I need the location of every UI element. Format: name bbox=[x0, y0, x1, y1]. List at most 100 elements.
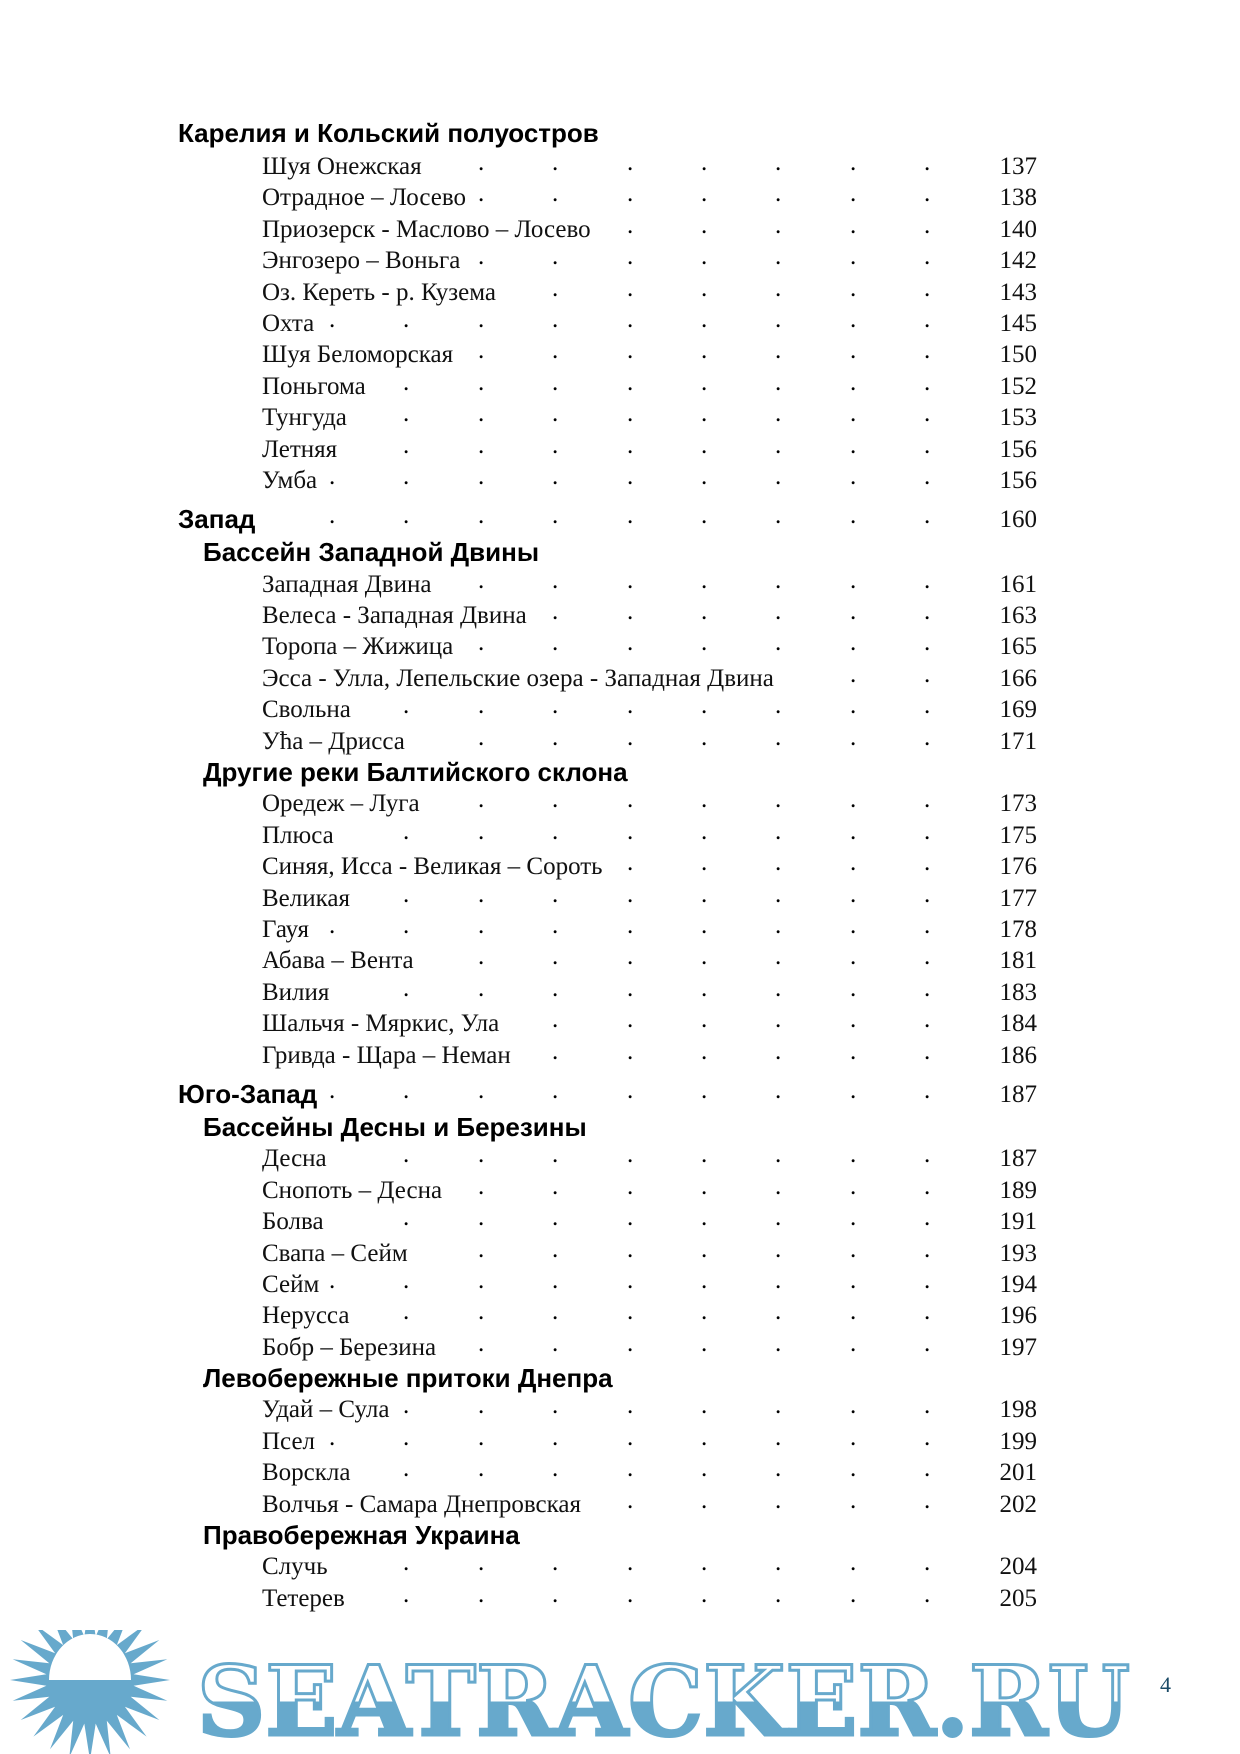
toc-entry[interactable]: ......... Охта 145 bbox=[0, 306, 1240, 340]
toc-entry[interactable]: ...... Гривда - Щара – Неман 186 bbox=[0, 1038, 1240, 1071]
toc-entry[interactable]: ........ Вилия 183 bbox=[0, 975, 1240, 1009]
toc-page-number: 140 bbox=[999, 215, 1038, 243]
toc-entry[interactable]: ........ Случь 204 bbox=[0, 1549, 1240, 1583]
leader-dot: . bbox=[924, 943, 931, 971]
leader-dot: . bbox=[701, 1486, 708, 1514]
leader-dot: . bbox=[329, 502, 336, 530]
leader-dot: . bbox=[924, 1455, 931, 1483]
toc-entry[interactable]: ..... Синяя, Исса - Великая – Сороть 176 bbox=[0, 849, 1240, 883]
leader-dot: . bbox=[627, 149, 634, 176]
toc-entry[interactable]: ....... Энгозеро – Воньга 142 bbox=[0, 243, 1240, 277]
toc-entry[interactable]: ......... Гауя 178 bbox=[0, 912, 1240, 946]
leader-dot: . bbox=[478, 431, 485, 459]
toc-entry[interactable]: ....... Шуя Онежская 137 bbox=[0, 149, 1240, 183]
toc-page-number: 183 bbox=[999, 978, 1038, 1006]
toc-subsection-heading[interactable]: Левобережные притоки Днепра bbox=[0, 1363, 1240, 1395]
toc-entry[interactable]: ........ Поньгома 152 bbox=[0, 369, 1240, 403]
toc-subsection-heading[interactable]: Бассейн Западной Двины bbox=[0, 537, 1240, 569]
toc-entry[interactable]: .. Эсса - Улла, Лепельские озера - Западн… bbox=[0, 661, 1240, 695]
leader-dot: . bbox=[924, 1549, 931, 1577]
leader-dot: . bbox=[924, 786, 931, 814]
toc-entry[interactable]: ........ Свольна 169 bbox=[0, 692, 1240, 726]
toc-entry[interactable]: ....... Торопа – Жижица 165 bbox=[0, 629, 1240, 663]
toc-entry[interactable]: ....... Оредеж – Луга 173 bbox=[0, 786, 1240, 820]
dot-leader: ....... bbox=[0, 724, 1240, 757]
toc-page-number: 161 bbox=[999, 570, 1038, 598]
leader-dot: . bbox=[850, 1423, 857, 1451]
leader-dot: . bbox=[701, 566, 708, 594]
toc-entry[interactable]: ..... Волчья - Самара Днепровская 202 bbox=[0, 1487, 1240, 1521]
toc-entry[interactable]: ....... Бобр – Березина 197 bbox=[0, 1330, 1240, 1364]
leader-dot: . bbox=[627, 1549, 634, 1577]
toc-label: Десна bbox=[262, 1143, 333, 1175]
leader-dot: . bbox=[478, 1298, 485, 1326]
toc-entry[interactable]: ......... Псел 199 bbox=[0, 1424, 1240, 1458]
toc-label: Энгозеро – Воньга bbox=[262, 245, 467, 277]
leader-dot: . bbox=[552, 1037, 559, 1065]
toc-entry[interactable]: ........ Десна 187 bbox=[0, 1141, 1240, 1175]
toc-label: Запад bbox=[178, 504, 262, 536]
toc-entry[interactable]: ........ Нерусса 196 bbox=[0, 1298, 1240, 1332]
toc-entry[interactable]: ......... Умба 156 bbox=[0, 463, 1240, 497]
toc-page-number: 181 bbox=[999, 947, 1038, 975]
toc-page-number: 177 bbox=[999, 884, 1038, 912]
toc-subsection-heading[interactable]: Другие реки Балтийского склона bbox=[0, 757, 1240, 789]
leader-dot: . bbox=[924, 1486, 931, 1514]
leader-dot: . bbox=[924, 1235, 931, 1263]
leader-dot: . bbox=[552, 1266, 559, 1294]
leader-dot: . bbox=[478, 1392, 485, 1420]
toc-entry[interactable]: ....... Ућа – Дрисса 171 bbox=[0, 724, 1240, 758]
toc-entry[interactable]: ...... Шальчя - Мяркис, Ула 184 bbox=[0, 1006, 1240, 1040]
toc-entry[interactable]: ........ Удай – Сула 198 bbox=[0, 1392, 1240, 1426]
toc-label: Синяя, Исса - Великая – Сороть bbox=[262, 851, 609, 883]
toc-page-number: 137 bbox=[999, 153, 1038, 180]
toc-entry[interactable]: ........ Болва 191 bbox=[0, 1204, 1240, 1238]
toc-entry[interactable]: ........ Тетерев 205 bbox=[0, 1581, 1240, 1615]
leader-dot: . bbox=[924, 817, 931, 845]
toc-entry[interactable]: ....... Абава – Вента 181 bbox=[0, 943, 1240, 977]
toc-label: Нерусса bbox=[262, 1300, 356, 1332]
toc-page-number: 173 bbox=[999, 790, 1038, 818]
toc-entry[interactable]: ........ Летняя 156 bbox=[0, 432, 1240, 465]
toc-entry[interactable]: ....... Отрадное – Лосево 138 bbox=[0, 180, 1240, 214]
toc-label: Отрадное – Лосево bbox=[262, 182, 472, 214]
toc-section-heading[interactable]: Карелия и Кольский полуостров bbox=[0, 118, 1240, 151]
toc-entry[interactable]: ........ Великая 177 bbox=[0, 881, 1240, 914]
toc-entry[interactable]: ....... Шуя Беломорская 150 bbox=[0, 337, 1240, 371]
leader-dot: . bbox=[701, 723, 708, 751]
toc-entry[interactable]: ........ Ворскла 201 bbox=[0, 1455, 1240, 1489]
leader-dot: . bbox=[552, 337, 559, 365]
toc-entry[interactable]: ..... Приозерск - Маслово – Лосево 140 bbox=[0, 212, 1240, 246]
toc-page-number: 150 bbox=[999, 341, 1038, 369]
toc-page-number: 163 bbox=[999, 602, 1038, 630]
toc-subsection-heading[interactable]: Бассейны Десны и Березины bbox=[0, 1111, 1240, 1144]
leader-dot: . bbox=[403, 1392, 410, 1420]
toc-label: Карелия и Кольский полуостров bbox=[178, 118, 605, 150]
toc-entry[interactable]: ...... Велеса - Западная Двина 163 bbox=[0, 598, 1240, 632]
toc-entry[interactable]: ....... Снопоть – Десна 189 bbox=[0, 1173, 1240, 1207]
leader-dot: . bbox=[924, 305, 931, 333]
toc-entry[interactable]: ....... Свапа – Сейм 193 bbox=[0, 1236, 1240, 1269]
toc-entry[interactable]: ........ Плюса 175 bbox=[0, 818, 1240, 852]
toc-entry[interactable]: ....... Западная Двина 161 bbox=[0, 567, 1240, 601]
leader-dot: . bbox=[924, 462, 931, 490]
toc-page-number: 197 bbox=[999, 1333, 1038, 1361]
toc-entry[interactable]: ...... Оз. Кереть - р. Кузема 143 bbox=[0, 275, 1240, 308]
leader-dot: . bbox=[552, 817, 559, 845]
dot-leader: ........ bbox=[0, 1392, 1240, 1425]
leader-dot: . bbox=[403, 911, 410, 939]
toc-subsection-heading[interactable]: Правобережная Украина bbox=[0, 1520, 1240, 1552]
leader-dot: . bbox=[775, 305, 782, 333]
toc-entry[interactable]: ........ Тунгуда 153 bbox=[0, 400, 1240, 434]
leader-dot: . bbox=[775, 211, 782, 239]
leader-dot: . bbox=[850, 566, 857, 594]
toc-entry[interactable]: ......... Сейм 194 bbox=[0, 1267, 1240, 1301]
leader-dot: . bbox=[403, 431, 410, 459]
leader-dot: . bbox=[850, 1392, 857, 1420]
leader-dot: . bbox=[701, 1037, 708, 1065]
leader-dot: . bbox=[478, 1204, 485, 1232]
leader-dot: . bbox=[478, 149, 485, 176]
toc-section-heading[interactable]: ......... Запад 160 bbox=[0, 502, 1240, 537]
toc-section-heading[interactable]: ......... Юго-Запад 187 bbox=[0, 1077, 1240, 1112]
leader-dot: . bbox=[627, 1392, 634, 1420]
